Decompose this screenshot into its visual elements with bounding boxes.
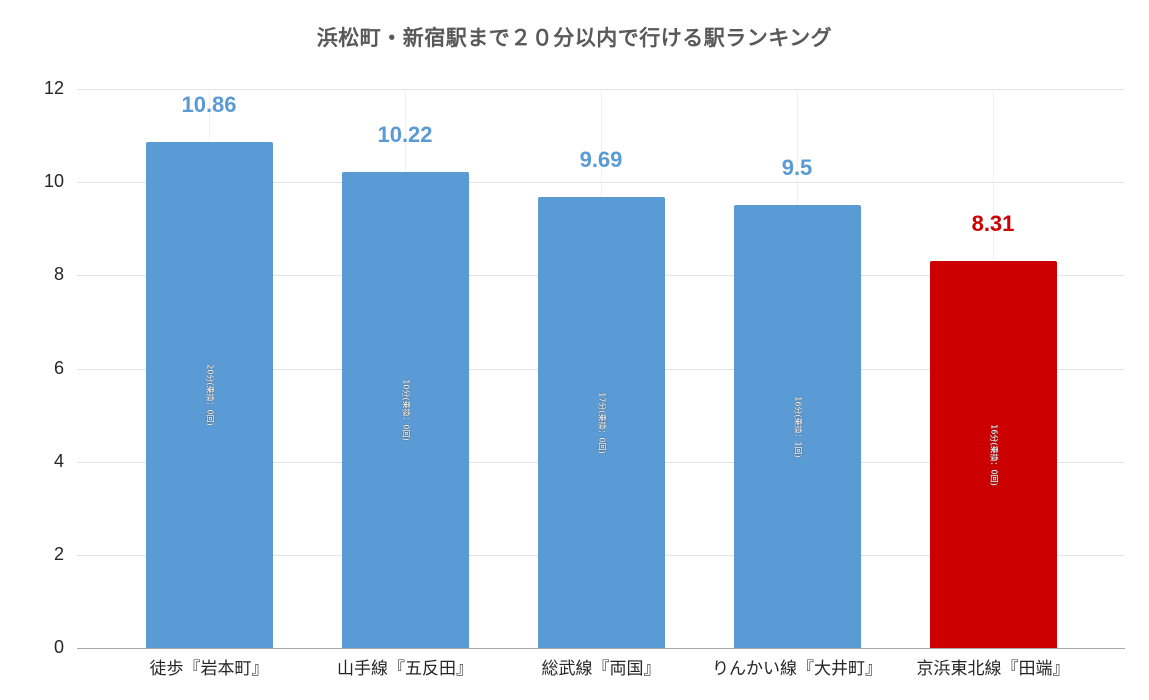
x-category-label: 山手線『五反田』 xyxy=(337,659,473,679)
x-category-label: 京浜東北線『田端』 xyxy=(916,659,1070,679)
bar-1[interactable]: 20分(乗換：0回) xyxy=(146,142,273,648)
bar-inner-label: 10分(乗換：0回) xyxy=(401,379,410,441)
bar-2[interactable]: 10分(乗換：0回) xyxy=(342,172,469,648)
bar-3[interactable]: 17分(乗換：0回) xyxy=(538,197,665,648)
value-label: 8.31 xyxy=(971,211,1015,236)
value-label: 9.5 xyxy=(781,155,813,180)
y-tick-label: 8 xyxy=(53,264,64,284)
y-tick-label: 4 xyxy=(53,451,64,471)
value-label: 9.69 xyxy=(579,147,623,172)
y-tick-label: 0 xyxy=(53,637,64,657)
bar-inner-label: 16分(乗換：0回) xyxy=(989,423,998,486)
chart-title: 浜松町・新宿駅まで２０分以内で行ける駅ランキング xyxy=(316,26,833,50)
x-axis-line xyxy=(77,648,1125,649)
bar-inner-label: 17分(乗換：0回) xyxy=(597,391,606,454)
bar-inner-label: 16分(乗換：1回) xyxy=(793,395,802,458)
y-tick-label: 12 xyxy=(43,78,64,98)
bar-4[interactable]: 16分(乗換：1回) xyxy=(734,205,861,648)
bar-5[interactable]: 16分(乗換：0回) xyxy=(930,261,1057,648)
y-tick-label: 10 xyxy=(43,171,64,191)
y-tick-label: 2 xyxy=(53,544,64,564)
value-label: 10.22 xyxy=(377,122,433,147)
value-label: 10.86 xyxy=(181,92,237,117)
x-category-label: 徒歩『岩本町』 xyxy=(149,659,269,679)
y-tick-label: 6 xyxy=(53,358,64,378)
x-category-label: りんかい線『大井町』 xyxy=(712,659,882,679)
x-category-label: 総武線『両国』 xyxy=(541,659,661,679)
bar-inner-label: 20分(乗換：0回) xyxy=(205,364,214,426)
